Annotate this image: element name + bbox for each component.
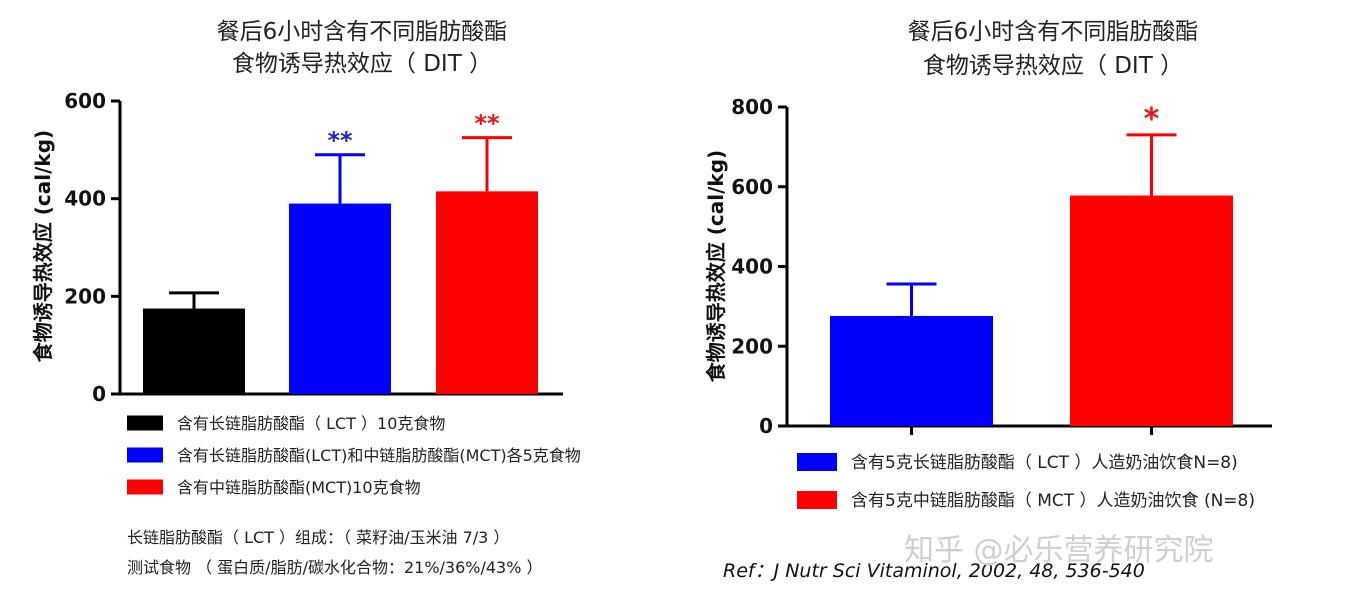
bar — [1070, 195, 1233, 426]
legend-label: 含有5克中链脂肪酸酯（ MCT ）人造奶油饮食 (N=8) — [851, 491, 1255, 511]
chart-1-subtitle: 食物诱导热效应（ DIT ） — [232, 51, 492, 77]
bar — [436, 191, 538, 394]
lct-composition-note: 长链脂肪酸酯（ LCT ）组成：（ 菜籽油/玉米油 7/3 ） — [127, 528, 510, 547]
chart-2-legend: 含有5克长链脂肪酸酯（ LCT ）人造奶油饮食N=8) 含有5克中链脂肪酸酯（ M… — [797, 453, 1255, 511]
chart-2-subtitle: 食物诱导热效应（ DIT ） — [923, 53, 1183, 79]
significance-marker: * — [1144, 102, 1160, 137]
chart-2-bars: * — [830, 102, 1233, 426]
significance-marker: ** — [474, 110, 500, 138]
bar — [289, 203, 391, 394]
chart-2: 餐后6小时含有不同脂肪酸酯 食物诱导热效应（ DIT ） 食物诱导热效应 (ca… — [704, 19, 1272, 511]
legend-swatch — [127, 415, 163, 431]
y-tick-label: 600 — [64, 89, 106, 113]
watermark: 知乎 @必乐营养研究院 — [904, 533, 1214, 568]
legend-swatch — [127, 479, 163, 495]
legend-swatch — [797, 453, 837, 471]
legend-label: 含有长链脂肪酸酯(LCT)和中链脂肪酸酯(MCT)各5克食物 — [177, 446, 581, 465]
y-tick-label: 400 — [731, 255, 773, 279]
legend-swatch — [797, 491, 837, 509]
y-tick-label: 0 — [759, 414, 773, 438]
y-tick-label: 400 — [64, 187, 106, 211]
chart-1: 餐后6小时含有不同脂肪酸酯 食物诱导热效应（ DIT ） 食物诱导热效应 (ca… — [31, 19, 581, 497]
y-tick-label: 0 — [92, 382, 106, 406]
legend-label: 含有5克长链脂肪酸酯（ LCT ）人造奶油饮食N=8) — [851, 453, 1238, 473]
legend-label: 含有长链脂肪酸酯（ LCT ）10克食物 — [177, 414, 445, 433]
bar — [830, 315, 993, 426]
chart-1-title: 餐后6小时含有不同脂肪酸酯 — [217, 19, 508, 45]
y-tick-label: 800 — [731, 95, 773, 119]
bar — [143, 308, 245, 394]
y-tick-label: 200 — [731, 334, 773, 358]
chart-2-ylabel: 食物诱导热效应 (cal/kg) — [704, 150, 728, 382]
significance-marker: ** — [327, 127, 353, 155]
y-tick-label: 600 — [731, 175, 773, 199]
chart-1-ylabel: 食物诱导热效应 (cal/kg) — [31, 130, 55, 362]
legend-label: 含有中链脂肪酸酯(MCT)10克食物 — [177, 478, 421, 497]
y-tick-label: 200 — [64, 284, 106, 308]
chart-2-title: 餐后6小时含有不同脂肪酸酯 — [908, 19, 1199, 45]
test-food-note: 测试食物 （ 蛋白质/脂肪/碳水化合物：21%/36%/43% ） — [127, 558, 543, 577]
chart-1-legend: 含有长链脂肪酸酯（ LCT ）10克食物含有长链脂肪酸酯(LCT)和中链脂肪酸酯… — [127, 414, 581, 497]
legend-swatch — [127, 447, 163, 463]
reference-citation: Ref：J Nutr Sci Vitaminol, 2002, 48, 536-… — [723, 560, 1145, 582]
chart-1-bars: ** ** — [143, 110, 538, 394]
